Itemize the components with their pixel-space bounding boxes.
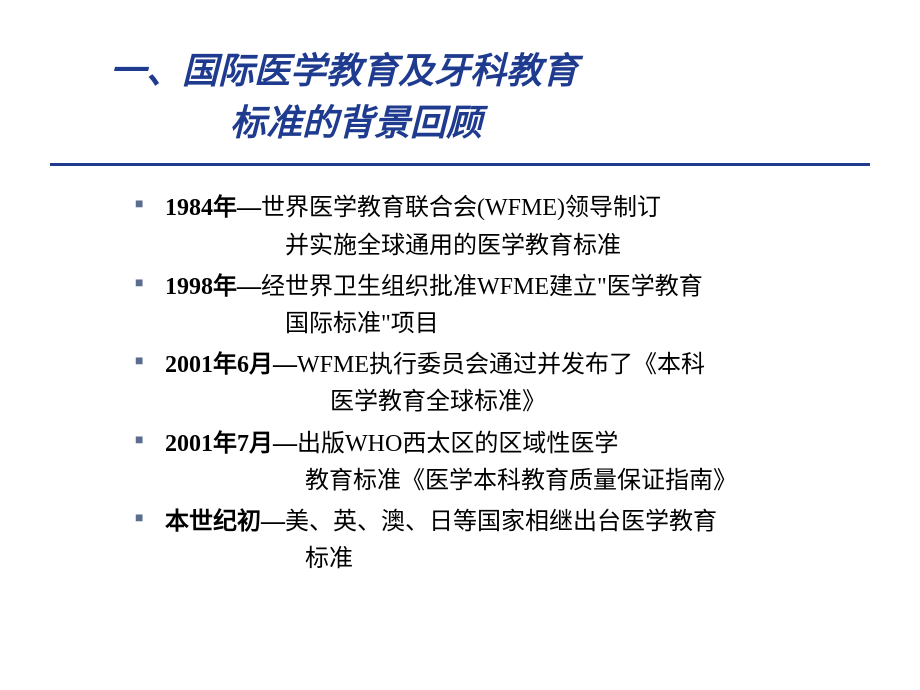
list-item-lead: 2001年6月— — [165, 352, 297, 378]
list-item-continuation: 并实施全球通用的医学教育标准 — [165, 228, 870, 265]
list-item-text: 出版WHO西太区的区域性医学 — [297, 431, 618, 457]
bullet-list: 1984年—世界医学教育联合会(WFME)领导制订并实施全球通用的医学教育标准1… — [50, 190, 870, 578]
title-line-1: 一、国际医学教育及牙科教育 — [50, 45, 870, 97]
slide-title: 一、国际医学教育及牙科教育 标准的背景回顾 — [50, 45, 870, 166]
list-item-text: 经世界卫生组织批准WFME建立"医学教育 — [261, 274, 703, 300]
title-line-2: 标准的背景回顾 — [50, 97, 870, 149]
list-item-lead: 2001年7月— — [165, 431, 297, 457]
list-item-continuation: 标准 — [165, 541, 870, 578]
slide: 一、国际医学教育及牙科教育 标准的背景回顾 1984年—世界医学教育联合会(WF… — [0, 0, 920, 690]
list-item-lead: 1984年— — [165, 195, 261, 221]
list-item-text: 美、英、澳、日等国家相继出台医学教育 — [285, 509, 717, 535]
list-item: 本世纪初—美、英、澳、日等国家相继出台医学教育标准 — [165, 504, 870, 578]
list-item-continuation: 教育标准《医学本科教育质量保证指南》 — [165, 463, 870, 500]
list-item-continuation: 国际标准"项目 — [165, 306, 870, 343]
list-item-text: WFME执行委员会通过并发布了《本科 — [297, 352, 705, 378]
list-item: 2001年6月—WFME执行委员会通过并发布了《本科医学教育全球标准》 — [165, 347, 870, 421]
list-item-lead: 1998年— — [165, 274, 261, 300]
list-item-text: 世界医学教育联合会(WFME)领导制订 — [261, 195, 661, 221]
list-item: 1984年—世界医学教育联合会(WFME)领导制订并实施全球通用的医学教育标准 — [165, 190, 870, 264]
list-item-lead: 本世纪初— — [165, 509, 285, 535]
list-item-continuation: 医学教育全球标准》 — [165, 384, 870, 421]
list-item: 2001年7月—出版WHO西太区的区域性医学教育标准《医学本科教育质量保证指南》 — [165, 426, 870, 500]
list-item: 1998年—经世界卫生组织批准WFME建立"医学教育国际标准"项目 — [165, 269, 870, 343]
